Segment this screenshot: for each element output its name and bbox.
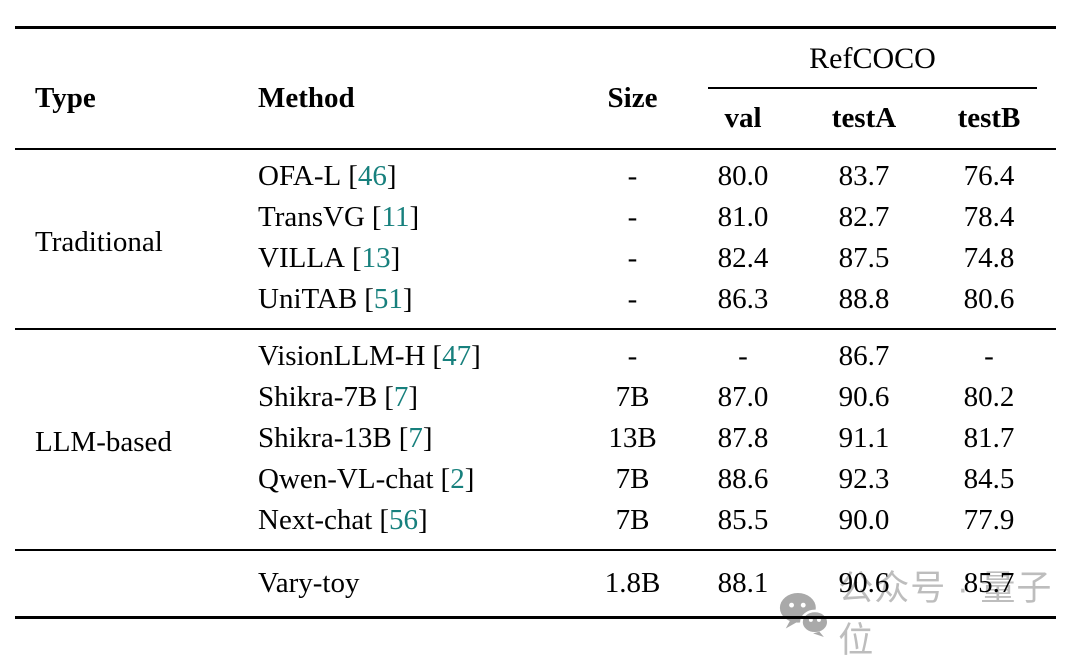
method-cell: Qwen-VL-chat [2] xyxy=(258,463,475,495)
citation: [7] xyxy=(384,381,419,413)
testB-cell: 80.6 xyxy=(963,283,1015,315)
size-cell: 7B xyxy=(615,463,650,495)
testA-cell: 91.1 xyxy=(838,422,890,454)
citation-link[interactable]: 46 xyxy=(357,160,387,192)
method-cell: Next-chat [56] xyxy=(258,504,428,536)
table-row: TransVG [11] - 81.0 82.7 78.4 xyxy=(15,197,1056,238)
method-cell: UniTAB [51] xyxy=(258,283,413,315)
size-cell: - xyxy=(627,201,638,233)
val-cell: 88.6 xyxy=(717,463,769,495)
header-type: Type xyxy=(35,82,96,114)
testB-cell: 80.2 xyxy=(963,381,1015,413)
table-row: LLM-based VisionLLM-H [47] - - 86.7 - xyxy=(15,329,1056,458)
method-cell: Shikra-7B [7] xyxy=(258,381,419,413)
table-row: Shikra-13B [7] 13B 87.8 91.1 81.7 xyxy=(15,418,1056,459)
table-row: Qwen-VL-chat [2] 7B 88.6 92.3 84.5 xyxy=(15,459,1056,500)
testA-cell: 88.8 xyxy=(838,283,890,315)
citation-link[interactable]: 7 xyxy=(393,381,409,413)
table-row: VILLA [13] - 82.4 87.5 74.8 xyxy=(15,238,1056,279)
header-val: val xyxy=(724,102,762,134)
method-cell: Shikra-13B [7] xyxy=(258,422,433,454)
citation-link[interactable]: 13 xyxy=(361,242,391,274)
testA-cell: 82.7 xyxy=(838,201,890,233)
val-cell: 81.0 xyxy=(717,201,769,233)
table-row: Shikra-7B [7] 7B 87.0 90.6 80.2 xyxy=(15,377,1056,418)
citation: [11] xyxy=(371,201,420,233)
size-cell: - xyxy=(627,283,638,315)
testA-cell: 90.6 xyxy=(838,567,890,599)
header-group-refcoco: RefCOCO xyxy=(680,28,1056,89)
citation-link[interactable]: 56 xyxy=(389,504,419,536)
testB-cell: 76.4 xyxy=(963,160,1015,192)
citation: [13] xyxy=(351,242,401,274)
citation-link[interactable]: 51 xyxy=(373,283,403,315)
citation: [2] xyxy=(440,463,475,495)
size-cell: 13B xyxy=(608,422,657,454)
table-row: Vary-toy 1.8B 88.1 90.6 85.7 xyxy=(15,550,1056,618)
val-cell: 80.0 xyxy=(717,160,769,192)
size-cell: 7B xyxy=(615,504,650,536)
citation: [56] xyxy=(379,504,428,536)
header-testA: testA xyxy=(831,102,897,134)
header-testB: testB xyxy=(957,102,1021,134)
val-cell: 85.5 xyxy=(717,504,769,536)
page: Type Method Size RefCOCO val testA testB… xyxy=(15,26,1056,660)
method-cell: OFA-L [46] xyxy=(258,160,397,192)
testB-cell: 84.5 xyxy=(963,463,1015,495)
group-traditional: Traditional OFA-L [46] - 80.0 83.7 76.4 T… xyxy=(15,149,1056,329)
results-table: Type Method Size RefCOCO val testA testB… xyxy=(15,26,1056,619)
group-vary-toy: Vary-toy 1.8B 88.1 90.6 85.7 xyxy=(15,550,1056,618)
testA-cell: 92.3 xyxy=(838,463,890,495)
citation: [47] xyxy=(432,340,481,372)
val-cell: 82.4 xyxy=(717,242,769,274)
testA-cell: 90.0 xyxy=(838,504,890,536)
citation: [46] xyxy=(348,160,397,192)
citation: [7] xyxy=(398,422,433,454)
citation-link[interactable]: 11 xyxy=(381,201,410,233)
header-method: Method xyxy=(258,82,355,114)
method-cell: VILLA [13] xyxy=(258,242,401,274)
citation-link[interactable]: 2 xyxy=(450,463,465,495)
testB-cell: 77.9 xyxy=(963,504,1015,536)
testB-cell: - xyxy=(984,340,994,372)
val-cell: 87.8 xyxy=(717,422,769,454)
type-label-traditional: Traditional xyxy=(35,225,163,258)
size-cell: 1.8B xyxy=(604,567,661,599)
table-row: Next-chat [56] 7B 85.5 90.0 77.9 xyxy=(15,500,1056,550)
testA-cell: 90.6 xyxy=(838,381,890,413)
testA-cell: 86.7 xyxy=(838,340,890,372)
val-cell: 86.3 xyxy=(717,283,769,315)
size-cell: - xyxy=(627,160,638,192)
testA-cell: 87.5 xyxy=(838,242,890,274)
method-cell: Vary-toy xyxy=(258,567,360,599)
testB-cell: 78.4 xyxy=(963,201,1015,233)
testB-cell: 74.8 xyxy=(963,242,1015,274)
val-cell: 87.0 xyxy=(717,381,769,413)
citation-link[interactable]: 7 xyxy=(408,422,423,454)
citation: [51] xyxy=(364,283,413,315)
header-size: Size xyxy=(607,82,658,114)
size-cell: 7B xyxy=(615,381,650,413)
refcoco-group-label: RefCOCO xyxy=(708,29,1037,89)
val-cell: 88.1 xyxy=(717,567,769,599)
method-cell: VisionLLM-H [47] xyxy=(258,340,481,372)
testB-cell: 81.7 xyxy=(963,422,1015,454)
method-cell: TransVG [11] xyxy=(258,201,420,233)
val-cell: - xyxy=(738,340,748,372)
table-row: UniTAB [51] - 86.3 88.8 80.6 xyxy=(15,279,1056,329)
size-cell: - xyxy=(627,242,638,274)
size-cell: - xyxy=(627,340,638,372)
citation-link[interactable]: 47 xyxy=(442,340,472,372)
type-label-llm-based: LLM-based xyxy=(35,426,172,458)
wechat-icon xyxy=(779,593,830,637)
table-header: Type Method Size RefCOCO val testA testB xyxy=(15,28,1056,150)
testB-cell: 85.7 xyxy=(963,567,1015,599)
type-label-empty xyxy=(15,550,240,618)
table-row: Traditional OFA-L [46] - 80.0 83.7 76.4 xyxy=(15,149,1056,258)
testA-cell: 83.7 xyxy=(838,160,890,192)
group-llm-based: LLM-based VisionLLM-H [47] - - 86.7 - Shi… xyxy=(15,329,1056,550)
